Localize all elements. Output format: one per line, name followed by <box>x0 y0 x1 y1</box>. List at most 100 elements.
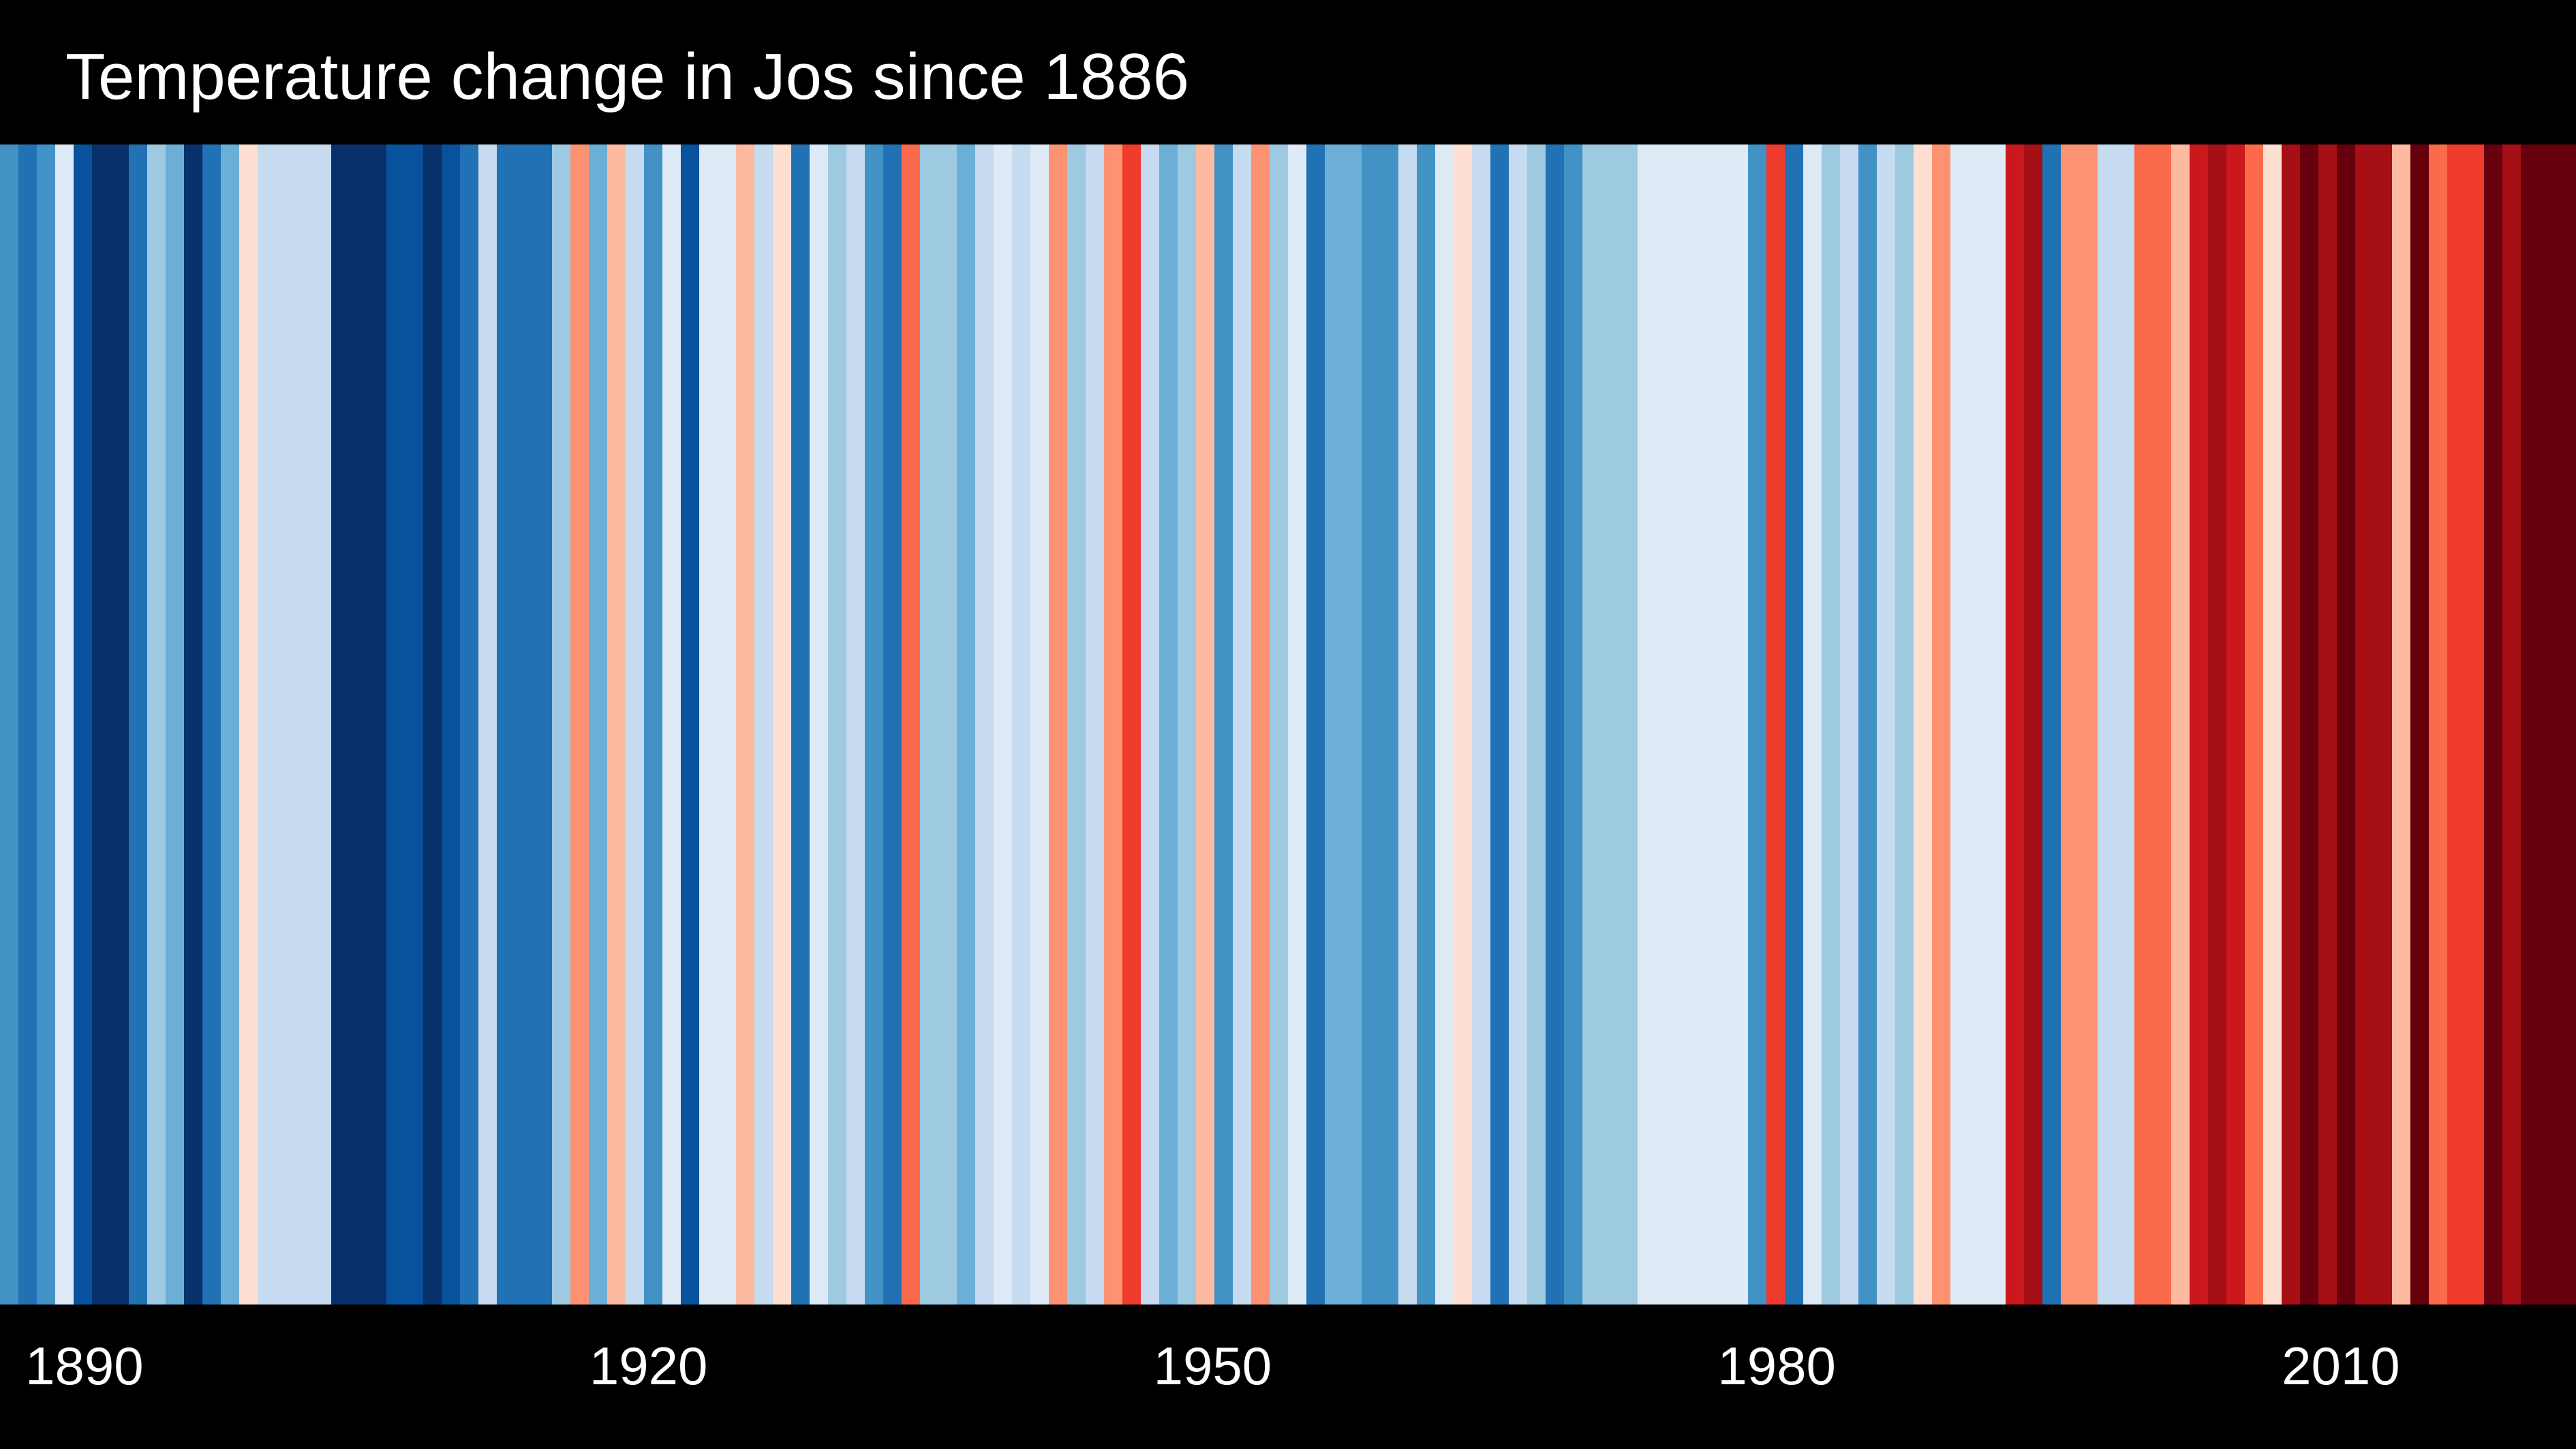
stripe-1984 <box>1803 144 1822 1305</box>
stripe-2011 <box>2300 144 2319 1305</box>
stripe-1982 <box>1766 144 1785 1305</box>
stripe-2022 <box>2502 144 2521 1305</box>
stripe-1888 <box>37 144 56 1305</box>
stripe-1972 <box>1582 144 1601 1305</box>
x-tick-label-1950: 1950 <box>1153 1336 1272 1396</box>
stripe-1979 <box>1711 144 1730 1305</box>
stripe-2012 <box>2318 144 2337 1305</box>
stripe-1920 <box>626 144 645 1305</box>
stripe-1893 <box>129 144 148 1305</box>
x-tick-label-1890: 1890 <box>25 1336 144 1396</box>
stripe-1919 <box>607 144 626 1305</box>
stripe-2017 <box>2410 144 2429 1305</box>
stripe-1975 <box>1638 144 1657 1305</box>
stripe-1930 <box>810 144 829 1305</box>
stripe-1950 <box>1178 144 1197 1305</box>
stripe-1901 <box>276 144 295 1305</box>
stripe-1970 <box>1546 144 1565 1305</box>
stripe-1967 <box>1490 144 1509 1305</box>
stripe-2018 <box>2429 144 2448 1305</box>
x-tick-label-1980: 1980 <box>1717 1336 1836 1396</box>
stripe-1898 <box>221 144 240 1305</box>
warming-stripes <box>0 144 2576 1305</box>
stripe-1911 <box>460 144 479 1305</box>
stripe-1895 <box>166 144 185 1305</box>
stripe-1927 <box>754 144 773 1305</box>
stripe-1964 <box>1435 144 1454 1305</box>
stripe-2009 <box>2263 144 2282 1305</box>
stripe-1997 <box>2042 144 2061 1305</box>
stripe-2025 <box>2558 144 2576 1305</box>
stripe-1988 <box>1877 144 1896 1305</box>
stripe-1954 <box>1251 144 1270 1305</box>
stripe-1961 <box>1380 144 1399 1305</box>
stripe-1990 <box>1914 144 1933 1305</box>
stripe-1912 <box>478 144 497 1305</box>
stripe-1891 <box>92 144 111 1305</box>
stripe-2021 <box>2484 144 2503 1305</box>
stripe-1971 <box>1564 144 1583 1305</box>
stripe-1913 <box>497 144 516 1305</box>
stripe-1923 <box>681 144 700 1305</box>
stripe-1946 <box>1104 144 1123 1305</box>
stripe-1926 <box>736 144 755 1305</box>
stripe-1945 <box>1086 144 1105 1305</box>
stripe-1992 <box>1950 144 1969 1305</box>
stripe-1960 <box>1362 144 1381 1305</box>
stripe-1941 <box>1012 144 1031 1305</box>
stripe-1956 <box>1288 144 1307 1305</box>
stripe-1908 <box>405 144 424 1305</box>
stripe-1938 <box>957 144 976 1305</box>
stripe-1921 <box>644 144 663 1305</box>
stripe-1932 <box>846 144 865 1305</box>
stripe-1934 <box>883 144 902 1305</box>
stripe-1965 <box>1454 144 1473 1305</box>
stripe-1998 <box>2061 144 2080 1305</box>
stripe-1887 <box>18 144 37 1305</box>
stripe-1944 <box>1067 144 1086 1305</box>
stripe-1937 <box>938 144 957 1305</box>
stripe-1905 <box>350 144 369 1305</box>
stripe-2010 <box>2282 144 2301 1305</box>
stripe-1983 <box>1785 144 1804 1305</box>
stripe-1974 <box>1619 144 1638 1305</box>
stripe-1969 <box>1527 144 1546 1305</box>
stripe-1955 <box>1270 144 1289 1305</box>
stripe-1958 <box>1325 144 1344 1305</box>
stripe-1910 <box>442 144 461 1305</box>
stripe-1915 <box>534 144 553 1305</box>
stripe-1904 <box>331 144 350 1305</box>
stripe-1889 <box>55 144 74 1305</box>
stripe-2004 <box>2171 144 2190 1305</box>
stripe-1976 <box>1656 144 1675 1305</box>
stripe-2000 <box>2098 144 2117 1305</box>
stripe-1902 <box>294 144 313 1305</box>
stripe-1989 <box>1895 144 1914 1305</box>
stripe-1931 <box>828 144 847 1305</box>
stripe-1922 <box>662 144 681 1305</box>
stripe-1948 <box>1141 144 1160 1305</box>
stripe-1890 <box>74 144 93 1305</box>
stripe-1966 <box>1472 144 1491 1305</box>
stripe-1943 <box>1049 144 1068 1305</box>
stripe-1987 <box>1858 144 1877 1305</box>
stripe-1973 <box>1601 144 1620 1305</box>
stripe-1909 <box>423 144 442 1305</box>
stripe-1939 <box>975 144 994 1305</box>
x-tick-label-1920: 1920 <box>589 1336 708 1396</box>
stripe-1899 <box>239 144 258 1305</box>
x-axis: 1890 1920 1950 1980 2010 <box>0 1305 2576 1449</box>
stripe-2015 <box>2374 144 2393 1305</box>
stripe-1962 <box>1398 144 1417 1305</box>
x-tick-label-2010: 2010 <box>2282 1336 2400 1396</box>
stripe-1935 <box>902 144 921 1305</box>
stripe-1991 <box>1932 144 1951 1305</box>
stripe-1892 <box>110 144 129 1305</box>
stripe-1917 <box>570 144 589 1305</box>
stripe-1900 <box>258 144 277 1305</box>
stripe-1924 <box>699 144 718 1305</box>
stripe-1918 <box>589 144 608 1305</box>
stripe-2020 <box>2466 144 2485 1305</box>
stripe-1886 <box>0 144 19 1305</box>
stripe-1903 <box>313 144 332 1305</box>
